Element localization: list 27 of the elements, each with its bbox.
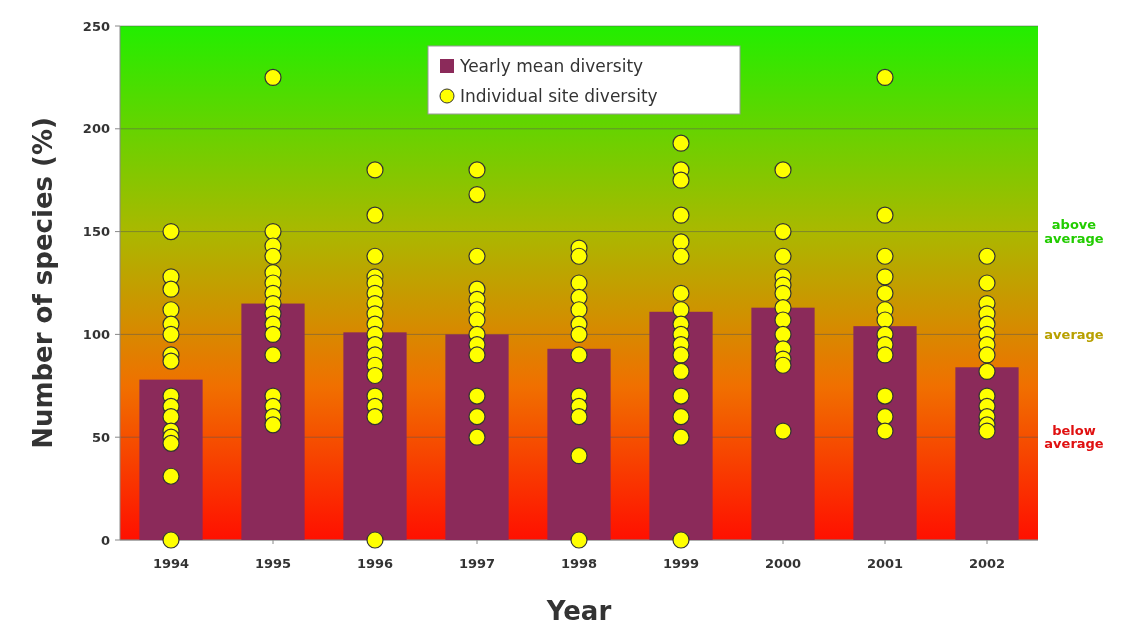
x-tick-label: 2000 <box>764 556 802 571</box>
y-tick-label: 50 <box>91 429 110 445</box>
x-tick-label: 1997 <box>458 556 496 571</box>
y-tick-label: 250 <box>82 18 110 34</box>
bar <box>955 367 1019 540</box>
x-tick-label: 2001 <box>866 556 904 571</box>
text: above average <box>1044 217 1104 246</box>
legend-label: Yearly mean diversity <box>459 55 644 76</box>
x-tick-label: 1999 <box>662 556 700 571</box>
bar <box>751 307 815 540</box>
x-tick-label: 1998 <box>560 556 598 571</box>
x-tick-label: 1996 <box>356 556 394 571</box>
y-tick-label: 100 <box>82 326 110 342</box>
x-tick-label: 1995 <box>254 556 292 571</box>
y-tick-label: 0 <box>100 532 110 548</box>
y-tick-label: 150 <box>82 224 110 240</box>
bar <box>445 334 509 540</box>
text: average <box>1044 326 1104 342</box>
y-tick-label: 200 <box>82 121 110 137</box>
x-tick-label: 1994 <box>152 556 190 571</box>
bar <box>853 326 917 540</box>
y-axis-title: Number of species (%) <box>28 117 58 449</box>
x-axis-title: Year <box>545 596 612 626</box>
x-tick-label: 2002 <box>968 556 1006 571</box>
bar <box>547 348 611 540</box>
text: below average <box>1044 422 1104 452</box>
legend-label: Individual site diversity <box>460 85 658 106</box>
